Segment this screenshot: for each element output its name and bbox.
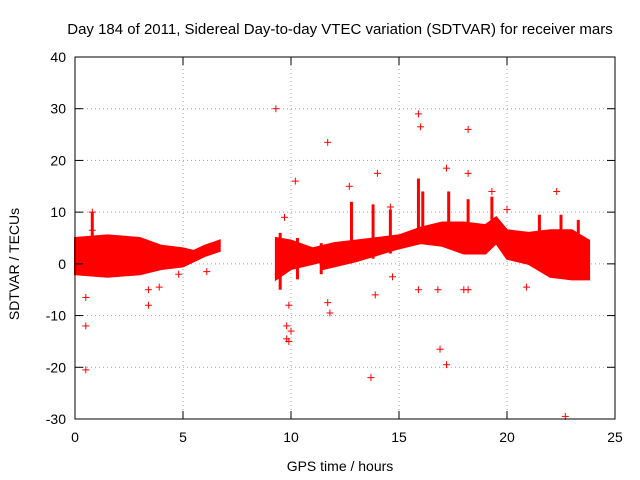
data-point: [144, 301, 152, 309]
data-point: [417, 123, 425, 131]
data-point: [88, 226, 96, 234]
data-point: [88, 208, 96, 216]
y-tick-label: -20: [46, 359, 66, 375]
y-tick-label: -10: [46, 308, 66, 324]
data-point: [291, 177, 299, 185]
y-axis-label: SDTVAR / TECUs: [6, 208, 22, 320]
data-point: [464, 286, 472, 294]
data-point: [82, 293, 90, 301]
data-point: [373, 169, 381, 177]
data-point: [272, 105, 280, 113]
data-point: [326, 309, 334, 317]
data-point: [434, 286, 442, 294]
data-point: [285, 337, 293, 345]
data-point: [324, 299, 332, 307]
data-points: [74, 105, 591, 420]
data-point: [371, 291, 379, 299]
data-point: [522, 283, 530, 291]
chart-title: Day 184 of 2011, Sidereal Day-to-day VTE…: [67, 21, 612, 38]
data-point: [155, 283, 163, 291]
data-point: [443, 164, 451, 172]
x-tick-label: 10: [283, 429, 299, 445]
x-tick-label: 5: [179, 429, 187, 445]
data-point: [144, 286, 152, 294]
data-point: [175, 270, 183, 278]
data-point: [283, 322, 291, 330]
data-point: [345, 182, 353, 190]
data-band-early-band: [74, 234, 221, 278]
y-tick-label: 40: [50, 49, 66, 65]
data-point: [414, 286, 422, 294]
data-point: [386, 203, 394, 211]
axis-ticks: 0 5 10 15 20 25 -30 -20 -10 0 10 20 30 40: [46, 49, 623, 445]
data-band-lower-branch: [322, 229, 530, 271]
y-tick-label: 10: [50, 204, 66, 220]
y-tick-label: 0: [58, 256, 66, 272]
x-tick-label: 15: [391, 429, 407, 445]
y-tick-label: -30: [46, 411, 66, 427]
data-point: [82, 366, 90, 374]
data-point: [443, 361, 451, 369]
data-point: [414, 110, 422, 118]
data-point: [285, 301, 293, 309]
data-point: [553, 187, 561, 195]
data-point: [367, 374, 375, 382]
x-tick-label: 0: [71, 429, 79, 445]
data-point: [503, 206, 511, 214]
data-point: [203, 268, 211, 276]
data-point: [389, 273, 397, 281]
x-axis-label: GPS time / hours: [287, 458, 394, 474]
data-point: [464, 169, 472, 177]
x-tick-label: 25: [607, 429, 623, 445]
y-tick-label: 30: [50, 101, 66, 117]
data-point: [82, 322, 90, 330]
data-point: [281, 213, 289, 221]
data-point: [287, 257, 295, 265]
y-tick-label: 20: [50, 152, 66, 168]
data-point: [324, 138, 332, 146]
x-tick-label: 20: [499, 429, 515, 445]
data-point: [464, 125, 472, 133]
plot-frame: [74, 56, 616, 420]
data-point: [488, 187, 496, 195]
data-point: [436, 345, 444, 353]
data-point: [274, 270, 282, 278]
data-point: [287, 327, 295, 335]
